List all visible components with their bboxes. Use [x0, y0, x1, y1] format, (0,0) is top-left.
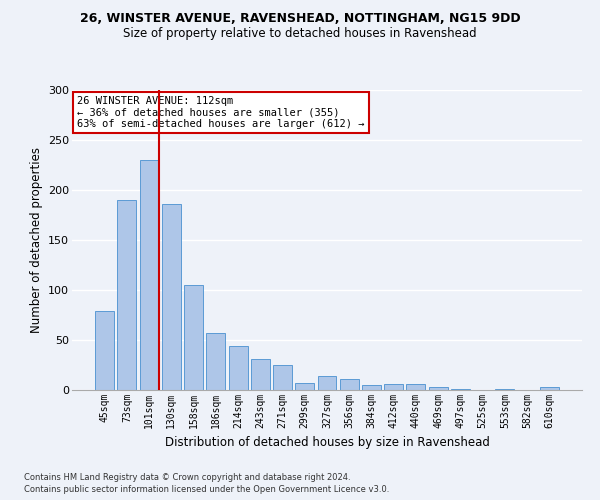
Bar — [540, 387, 559, 390]
Bar — [340, 379, 359, 390]
Bar — [118, 200, 136, 390]
Bar — [184, 285, 203, 390]
Bar — [406, 384, 425, 390]
Bar — [429, 387, 448, 390]
X-axis label: Distribution of detached houses by size in Ravenshead: Distribution of detached houses by size … — [164, 436, 490, 450]
Bar — [229, 346, 248, 390]
Bar — [95, 311, 114, 390]
Bar — [251, 359, 270, 390]
Bar — [362, 385, 381, 390]
Text: Contains HM Land Registry data © Crown copyright and database right 2024.: Contains HM Land Registry data © Crown c… — [24, 473, 350, 482]
Y-axis label: Number of detached properties: Number of detached properties — [29, 147, 43, 333]
Bar — [317, 376, 337, 390]
Bar — [496, 389, 514, 390]
Text: Contains public sector information licensed under the Open Government Licence v3: Contains public sector information licen… — [24, 486, 389, 494]
Bar — [295, 383, 314, 390]
Bar — [162, 204, 181, 390]
Bar — [384, 384, 403, 390]
Bar — [451, 389, 470, 390]
Text: Size of property relative to detached houses in Ravenshead: Size of property relative to detached ho… — [123, 28, 477, 40]
Bar — [273, 365, 292, 390]
Text: 26, WINSTER AVENUE, RAVENSHEAD, NOTTINGHAM, NG15 9DD: 26, WINSTER AVENUE, RAVENSHEAD, NOTTINGH… — [80, 12, 520, 26]
Text: 26 WINSTER AVENUE: 112sqm
← 36% of detached houses are smaller (355)
63% of semi: 26 WINSTER AVENUE: 112sqm ← 36% of detac… — [77, 96, 365, 129]
Bar — [140, 160, 158, 390]
Bar — [206, 333, 225, 390]
